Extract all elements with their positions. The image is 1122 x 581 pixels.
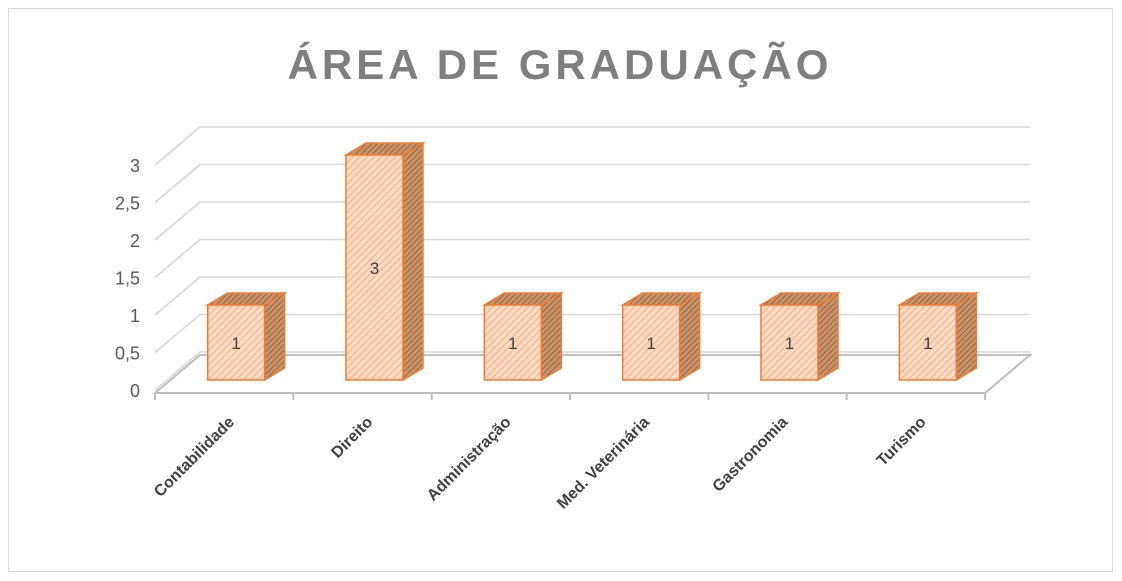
grid-line bbox=[154, 351, 1030, 391]
bar-side bbox=[678, 291, 701, 382]
data-label: 1 bbox=[231, 334, 240, 353]
bar-front bbox=[760, 304, 819, 381]
grid-line bbox=[154, 163, 1030, 204]
chart-border bbox=[8, 8, 1113, 572]
data-label: 1 bbox=[508, 334, 517, 353]
y-tick-label: 2 bbox=[130, 231, 140, 251]
y-tick-label: 1,5 bbox=[115, 268, 140, 288]
data-label: 1 bbox=[646, 334, 655, 353]
bar bbox=[343, 141, 426, 382]
y-tick-label: 2,5 bbox=[115, 193, 140, 213]
bar-side bbox=[817, 291, 839, 382]
data-label: 1 bbox=[923, 334, 932, 353]
grid-line bbox=[154, 126, 1030, 166]
bar-side bbox=[263, 291, 286, 382]
y-tick-label: 3 bbox=[130, 156, 140, 176]
bar bbox=[204, 291, 288, 382]
bar-side bbox=[955, 291, 978, 382]
bar bbox=[758, 291, 841, 382]
grid-line bbox=[154, 201, 1030, 241]
grid-line bbox=[154, 238, 1030, 279]
bar-front bbox=[206, 304, 266, 381]
grid-line bbox=[154, 313, 1030, 354]
bar bbox=[896, 291, 980, 382]
bar-front bbox=[621, 304, 681, 381]
bar-front bbox=[345, 154, 404, 381]
bar-front bbox=[898, 304, 958, 381]
bar-front bbox=[483, 304, 543, 381]
bar-side bbox=[402, 141, 424, 382]
y-tick-label: 1 bbox=[130, 306, 140, 326]
y-tick-label: 0,5 bbox=[115, 343, 140, 363]
bar-side bbox=[540, 291, 563, 382]
bar bbox=[619, 291, 703, 382]
grid-line bbox=[154, 276, 1030, 316]
chart-title: ÁREA DE GRADUAÇÃO bbox=[288, 41, 833, 88]
y-tick-label: 0 bbox=[130, 381, 140, 401]
data-label: 1 bbox=[785, 334, 794, 353]
bar bbox=[481, 291, 565, 382]
data-label: 3 bbox=[370, 259, 379, 278]
